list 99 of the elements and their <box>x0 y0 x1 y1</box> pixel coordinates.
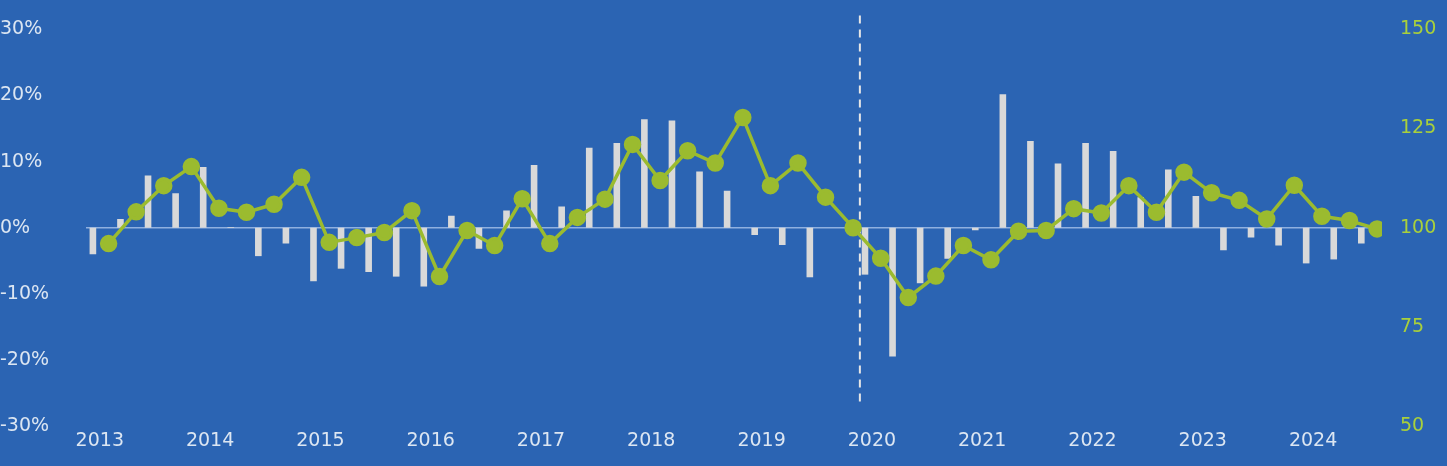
y-tick-label: 30% <box>0 16 43 39</box>
point <box>1285 176 1304 195</box>
point <box>1037 221 1055 240</box>
point <box>927 267 945 285</box>
point <box>485 236 504 255</box>
bar <box>310 227 317 282</box>
point <box>982 251 1000 269</box>
y-tick-label: -30% <box>0 412 50 435</box>
x-tick-label: 2018 <box>627 428 676 451</box>
x-tick-label: 2022 <box>1068 428 1117 451</box>
bar <box>696 171 703 228</box>
x-tick-label: 2021 <box>957 428 1007 451</box>
bar <box>751 227 758 235</box>
bar <box>1137 197 1145 228</box>
point <box>816 188 835 206</box>
point <box>430 267 449 286</box>
point <box>1230 191 1248 210</box>
bar <box>1220 227 1227 251</box>
point <box>596 190 614 208</box>
bar <box>889 227 896 357</box>
bar <box>723 190 731 228</box>
bar <box>199 166 207 228</box>
x-tick-label: 2015 <box>296 428 345 451</box>
bar <box>1275 227 1282 246</box>
point <box>237 203 256 221</box>
point <box>761 176 780 195</box>
y2-tick-label: 75 <box>1400 313 1425 336</box>
bar <box>944 227 952 259</box>
point <box>1147 203 1166 221</box>
bar <box>1192 195 1200 228</box>
bar <box>1358 227 1365 244</box>
bar <box>365 227 372 272</box>
bar <box>778 227 786 245</box>
bar <box>1027 141 1034 228</box>
bar <box>916 227 924 284</box>
point <box>568 208 587 227</box>
point <box>678 142 697 160</box>
x-tick-label: 2023 <box>1178 428 1227 451</box>
point <box>155 176 173 195</box>
point <box>403 201 421 220</box>
point <box>706 154 724 172</box>
point <box>1202 184 1221 202</box>
y2-tick-label: 125 <box>1400 115 1437 138</box>
point <box>292 168 311 187</box>
bar <box>1082 143 1089 228</box>
point <box>1313 207 1331 225</box>
point <box>1120 176 1138 195</box>
point <box>99 234 118 253</box>
bar <box>392 227 400 277</box>
point <box>182 157 201 176</box>
point <box>541 234 559 253</box>
point <box>734 108 752 127</box>
point <box>954 236 973 255</box>
point <box>1009 222 1028 241</box>
point <box>844 218 862 237</box>
point <box>623 135 642 154</box>
y2-tick-label: 50 <box>1400 412 1425 435</box>
bar <box>585 147 593 228</box>
y-tick-label: 20% <box>0 82 43 105</box>
bar <box>255 227 262 257</box>
point <box>899 288 918 307</box>
point <box>375 223 394 242</box>
bar <box>1247 227 1255 238</box>
bar <box>1330 227 1338 260</box>
x-tick-label: 2014 <box>185 428 235 451</box>
y-tick-label: -20% <box>0 346 50 369</box>
point <box>210 199 228 218</box>
x-tick-label: 2020 <box>847 428 897 451</box>
x-tick-label: 2019 <box>737 428 786 451</box>
point <box>651 171 669 190</box>
point <box>458 221 476 240</box>
point <box>127 203 145 221</box>
bar <box>172 193 179 228</box>
point <box>265 195 283 214</box>
x-tick-label: 2013 <box>75 428 124 451</box>
y2-tick-label: 150 <box>1400 16 1437 39</box>
point <box>1175 163 1193 181</box>
point <box>1257 210 1276 228</box>
y-tick-label: -10% <box>0 280 50 303</box>
point <box>1092 204 1111 222</box>
bar <box>282 227 290 244</box>
x-tick-label: 2017 <box>516 428 566 451</box>
x-tick-label: 2016 <box>406 428 455 451</box>
point <box>1340 211 1359 230</box>
point <box>348 228 366 247</box>
x-tick-label: 2024 <box>1288 428 1338 451</box>
bar <box>999 94 1007 228</box>
point <box>320 233 338 252</box>
bar <box>641 119 648 228</box>
point <box>1064 199 1083 218</box>
y-tick-label: 10% <box>0 148 43 171</box>
point <box>513 190 531 208</box>
bar <box>448 215 455 228</box>
point <box>871 249 890 267</box>
y2-tick-label: 100 <box>1400 214 1437 237</box>
bar <box>558 206 565 228</box>
y-tick-label: 0% <box>0 214 31 237</box>
bar <box>806 227 814 278</box>
point <box>789 154 807 172</box>
